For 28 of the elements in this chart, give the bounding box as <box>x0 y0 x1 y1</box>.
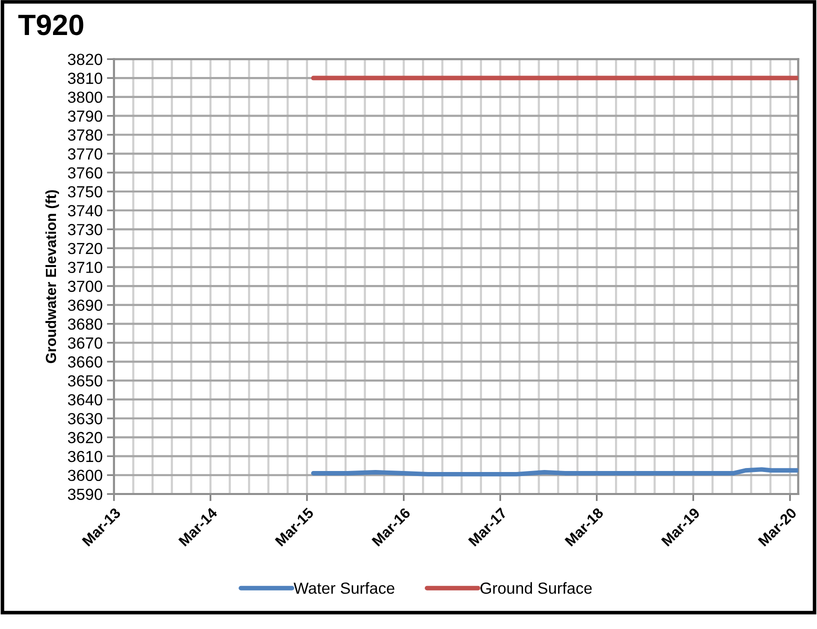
chart-title: T920 <box>18 14 84 36</box>
y-tick-label: 3640 <box>68 394 102 406</box>
y-tick-label: 3660 <box>68 356 102 368</box>
legend-label: Water Surface <box>294 582 394 594</box>
y-tick-label: 3620 <box>68 432 102 444</box>
y-tick-label: 3740 <box>68 205 102 216</box>
y-tick-label: 3630 <box>68 413 102 424</box>
y-tick-label: 3650 <box>68 375 102 387</box>
y-tick-label: 3590 <box>68 488 102 500</box>
y-tick-label: 3610 <box>68 450 102 462</box>
y-tick-label: 3690 <box>68 300 102 311</box>
y-tick-label: 3680 <box>68 318 102 330</box>
legend-label: Ground Surface <box>480 582 592 594</box>
y-tick-label: 3820 <box>68 54 102 66</box>
y-tick-label: 3790 <box>68 110 102 122</box>
y-tick-label: 3600 <box>68 470 102 482</box>
y-tick-label: 3670 <box>68 337 102 349</box>
y-tick-label: 3810 <box>68 72 102 84</box>
y-tick-label: 3700 <box>68 280 102 292</box>
y-tick-label: 3730 <box>68 224 102 236</box>
y-tick-label: 3720 <box>68 242 102 254</box>
y-tick-label: 3800 <box>68 92 102 103</box>
y-tick-label: 3780 <box>68 129 102 141</box>
y-axis-title: Groudwater Elevation (ft) <box>45 190 59 364</box>
y-tick-label: 3710 <box>68 262 102 274</box>
y-tick-label: 3750 <box>68 186 102 198</box>
y-tick-label: 3770 <box>68 148 102 160</box>
y-tick-label: 3760 <box>68 167 102 179</box>
